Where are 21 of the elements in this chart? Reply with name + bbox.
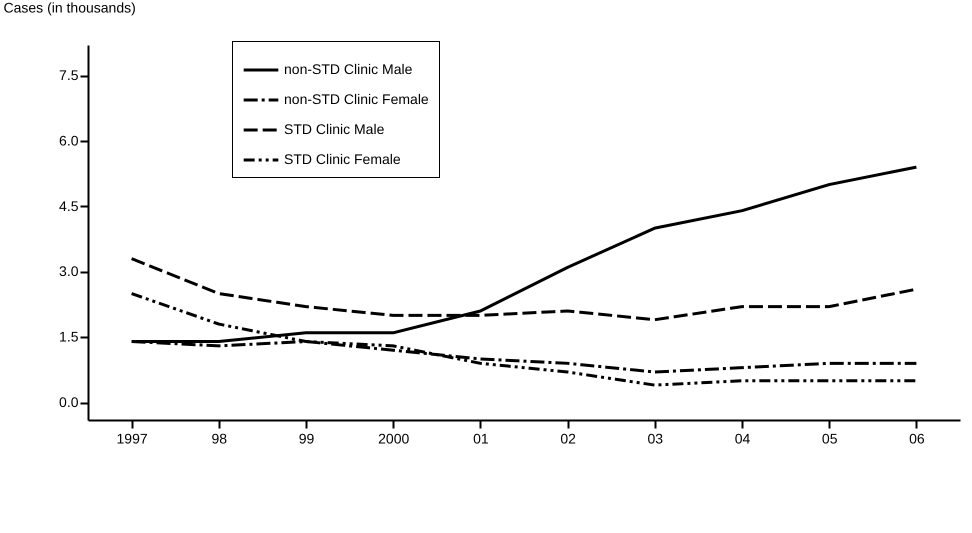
x-tick-label: 2000 — [378, 430, 410, 446]
legend-label: non-STD Clinic Male — [284, 61, 413, 77]
legend-label: STD Clinic Female — [284, 151, 401, 167]
y-tick-label: 0.0 — [59, 394, 79, 410]
y-tick-label: 7.5 — [59, 67, 79, 84]
y-tick-label: 1.5 — [59, 328, 79, 345]
x-tick-label: 03 — [648, 430, 664, 446]
legend-label: STD Clinic Male — [284, 121, 385, 137]
y-tick-label: 3.0 — [59, 263, 79, 280]
x-tick-label: 01 — [473, 430, 489, 446]
x-tick-label: 1997 — [116, 430, 148, 446]
legend-label: non-STD Clinic Female — [284, 91, 429, 107]
x-tick-label: 04 — [734, 430, 750, 446]
x-tick-label: 06 — [909, 430, 925, 446]
x-tick-label: 98 — [212, 430, 228, 446]
y-axis-title: Cases (in thousands) — [4, 0, 136, 16]
y-tick-label: 4.5 — [59, 198, 79, 214]
x-tick-label: 05 — [822, 430, 838, 446]
x-tick-label: 02 — [560, 430, 576, 446]
y-tick-label: 6.0 — [59, 132, 79, 148]
x-tick-label: 99 — [298, 430, 314, 446]
